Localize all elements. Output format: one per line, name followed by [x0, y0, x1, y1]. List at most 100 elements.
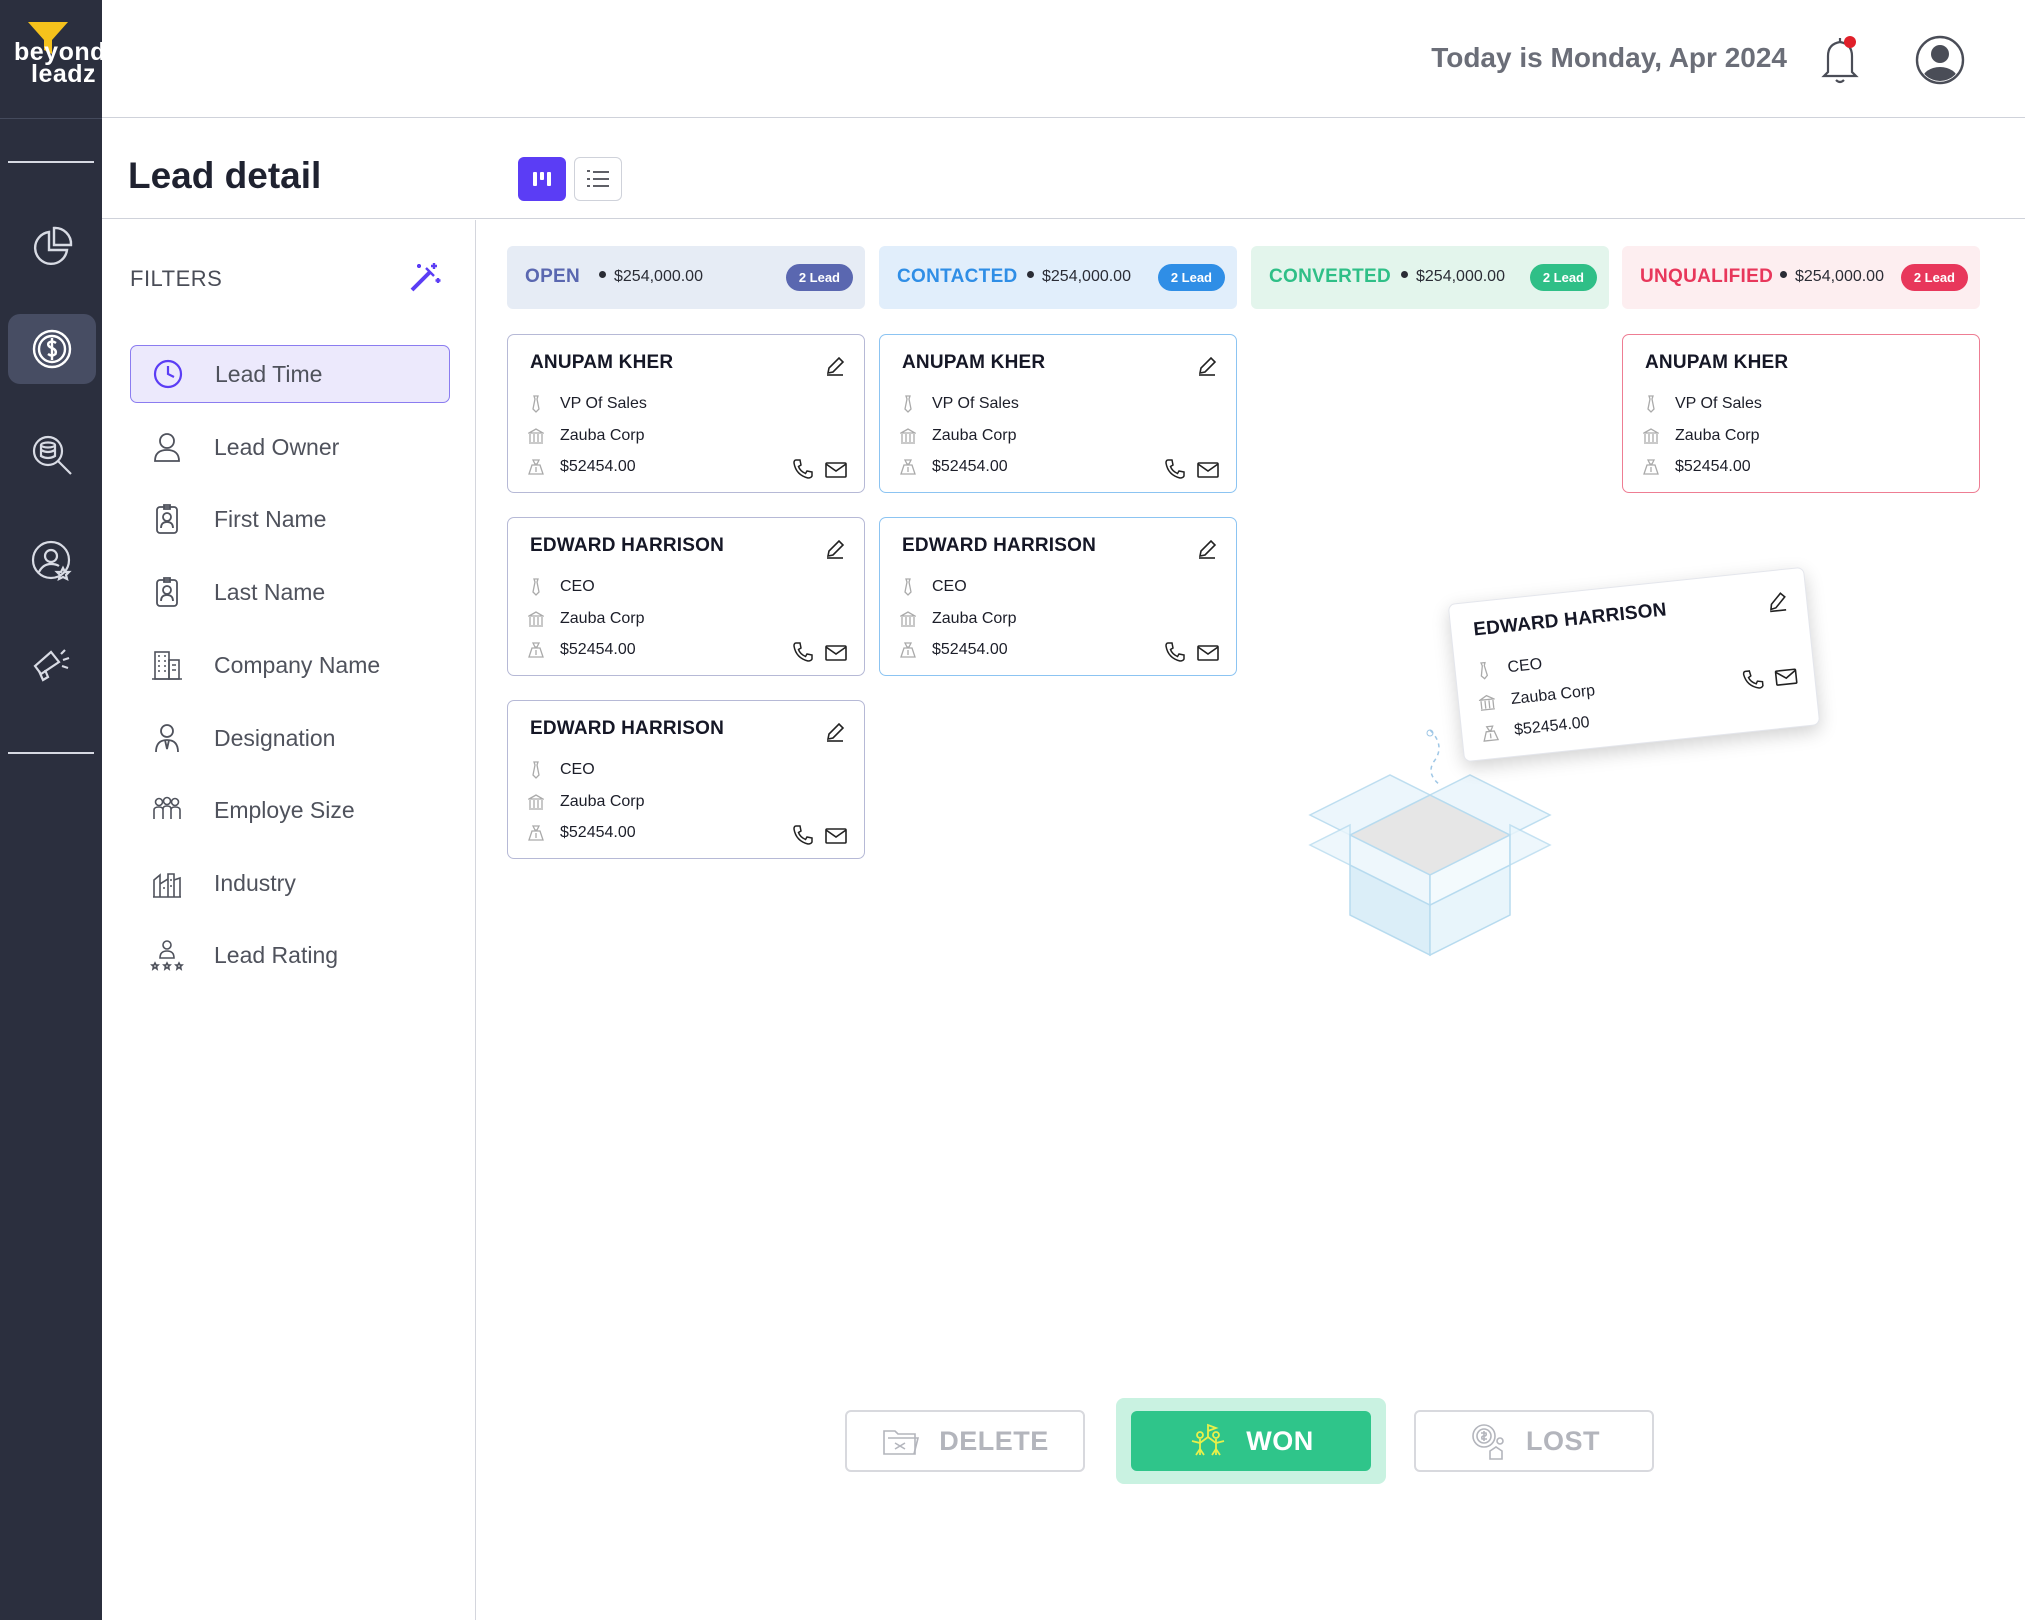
column-header-unqualified[interactable]: UNQUALIFIED $254,000.00 2 Lead [1622, 246, 1980, 309]
nav-dashboard[interactable] [8, 212, 96, 282]
nav-profile[interactable] [8, 526, 96, 596]
sidebar-rail: beyond leadz [0, 0, 105, 1620]
megaphone-icon [33, 649, 70, 682]
lead-card[interactable]: ANUPAM KHER VP Of Sales Zauba Corp $5245… [879, 334, 1237, 493]
won-button-focus-ring: WON [1116, 1398, 1386, 1484]
lead-card-body: EDWARD HARRISON CEO Zauba Corp $52454.00 [1449, 568, 1819, 761]
lead-name: EDWARD HARRISON [530, 535, 725, 556]
tie-icon [532, 761, 540, 779]
lead-company: Zauba Corp [932, 427, 1017, 444]
lead-designation: CEO [1506, 655, 1544, 677]
rail-divider [0, 118, 102, 119]
lead-card[interactable]: EDWARD HARRISON CEO Zauba Corp $52454.00 [507, 517, 865, 676]
edit-pencil-icon[interactable] [1765, 590, 1789, 614]
lead-card[interactable]: EDWARD HARRISON CEO Zauba Corp $52454.00 [507, 700, 865, 859]
column-amount: $254,000.00 [1780, 268, 1884, 286]
mail-icon[interactable] [824, 643, 848, 663]
user-icon [154, 433, 180, 462]
lost-button[interactable]: LOST [1414, 1410, 1654, 1472]
database-search-icon [32, 435, 72, 475]
filter-employe-size[interactable]: Employe Size [130, 781, 450, 839]
filter-lead-rating[interactable]: Lead Rating [130, 926, 450, 984]
lead-card[interactable]: EDWARD HARRISON CEO Zauba Corp $52454.00 [879, 517, 1237, 676]
edit-pencil-icon[interactable] [1196, 538, 1218, 560]
lead-designation: VP Of Sales [1675, 395, 1762, 412]
dragging-lead-card[interactable]: EDWARD HARRISON CEO Zauba Corp $52454.00 [1447, 566, 1821, 763]
nav-database-search[interactable] [8, 420, 96, 490]
phone-icon[interactable] [792, 458, 814, 480]
clock-icon [153, 359, 183, 389]
filter-lead-time[interactable]: Lead Time [130, 345, 450, 403]
lead-value: $52454.00 [932, 458, 1008, 475]
filter-last-name[interactable]: Last Name [130, 563, 450, 621]
lead-card[interactable]: ANUPAM KHER VP Of Sales Zauba Corp $5245… [507, 334, 865, 493]
empty-box-illustration [1308, 729, 1552, 957]
column-header-converted[interactable]: CONVERTED $254,000.00 2 Lead [1251, 246, 1609, 309]
money-bag-icon [900, 459, 916, 475]
lead-value: $52454.00 [560, 458, 636, 475]
filter-label: First Name [214, 505, 327, 532]
brand-logo[interactable]: beyond leadz [0, 0, 105, 118]
nav-campaigns[interactable] [8, 632, 96, 702]
filter-first-name[interactable]: First Name [130, 490, 450, 548]
edit-pencil-icon[interactable] [1196, 355, 1218, 377]
brand-line1: beyond [14, 38, 106, 66]
edit-pencil-icon[interactable] [824, 721, 846, 743]
value-row: $52454.00 [1482, 714, 1591, 743]
edit-pencil-icon[interactable] [824, 538, 846, 560]
phone-icon[interactable] [1164, 641, 1186, 663]
lead-name: EDWARD HARRISON [1472, 599, 1668, 641]
company-row: Zauba Corp [1643, 427, 1760, 445]
folder-delete-icon [883, 1430, 920, 1455]
board-view-button[interactable] [518, 157, 566, 201]
mail-icon[interactable] [1196, 460, 1220, 480]
list-icon [587, 170, 609, 187]
magic-wand-icon[interactable] [408, 260, 442, 294]
lead-name: ANUPAM KHER [1645, 352, 1789, 373]
mail-icon[interactable] [824, 826, 848, 846]
designation-row: VP Of Sales [528, 395, 647, 413]
column-amount: $254,000.00 [599, 268, 703, 286]
user-avatar-icon[interactable] [1914, 34, 1966, 86]
designation-row: CEO [900, 578, 967, 596]
column-name: OPEN [525, 266, 581, 287]
list-view-button[interactable] [574, 157, 622, 201]
mail-icon[interactable] [824, 460, 848, 480]
filter-lead-owner[interactable]: Lead Owner [130, 418, 450, 476]
kanban-icon [533, 172, 551, 186]
notification-bell-icon[interactable] [1816, 32, 1868, 88]
factory-icon [153, 873, 181, 898]
filter-label: Designation [214, 724, 336, 751]
money-bag-icon [528, 825, 544, 841]
delete-button[interactable]: DELETE [845, 1410, 1085, 1472]
column-amount: $254,000.00 [1401, 268, 1505, 286]
lead-company: Zauba Corp [560, 610, 645, 627]
filter-industry[interactable]: Industry [130, 854, 450, 912]
filter-company-name[interactable]: Company Name [130, 636, 450, 694]
value-row: $52454.00 [528, 641, 636, 659]
money-bag-icon [528, 459, 544, 475]
bank-icon [900, 428, 916, 444]
lead-card[interactable]: ANUPAM KHER VP Of Sales Zauba Corp $5245… [1622, 334, 1980, 493]
company-row: Zauba Corp [900, 427, 1017, 445]
tie-icon [532, 578, 540, 596]
bank-icon [528, 428, 544, 444]
edit-pencil-icon[interactable] [824, 355, 846, 377]
value-row: $52454.00 [528, 458, 636, 476]
column-header-contacted[interactable]: CONTACTED $254,000.00 2 Lead [879, 246, 1237, 309]
filter-designation[interactable]: Designation [130, 709, 450, 767]
column-header-open[interactable]: OPEN $254,000.00 2 Lead [507, 246, 865, 309]
filter-label: Employe Size [214, 796, 355, 823]
phone-icon[interactable] [792, 824, 814, 846]
rating-icon [150, 940, 184, 971]
phone-icon[interactable] [1741, 668, 1765, 692]
won-button[interactable]: WON [1131, 1411, 1371, 1471]
lead-designation: VP Of Sales [560, 395, 647, 412]
mail-icon[interactable] [1773, 666, 1799, 688]
mail-icon[interactable] [1196, 643, 1220, 663]
lead-company: Zauba Corp [560, 793, 645, 810]
tie-icon [904, 395, 912, 413]
nav-leads[interactable] [8, 314, 96, 384]
phone-icon[interactable] [792, 641, 814, 663]
phone-icon[interactable] [1164, 458, 1186, 480]
